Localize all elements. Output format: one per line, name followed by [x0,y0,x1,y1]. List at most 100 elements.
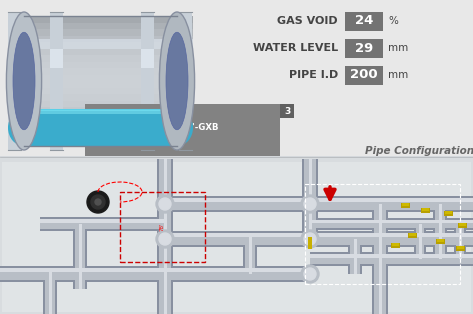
FancyBboxPatch shape [8,74,193,81]
Circle shape [304,198,316,210]
Circle shape [301,265,319,283]
Text: System : ECCS: System : ECCS [90,110,160,118]
FancyBboxPatch shape [8,12,21,150]
Ellipse shape [161,21,193,141]
FancyBboxPatch shape [456,224,464,259]
Ellipse shape [8,21,40,141]
FancyBboxPatch shape [391,243,400,248]
Text: 3: 3 [284,106,290,116]
FancyBboxPatch shape [8,48,21,68]
FancyBboxPatch shape [8,39,193,48]
Circle shape [304,268,316,280]
FancyBboxPatch shape [310,252,473,266]
FancyBboxPatch shape [310,220,473,228]
FancyBboxPatch shape [305,159,315,239]
Text: WATER LEVEL: WATER LEVEL [253,43,338,53]
Circle shape [156,230,174,248]
Text: 200: 200 [350,68,378,82]
FancyBboxPatch shape [439,204,442,259]
FancyBboxPatch shape [421,208,430,213]
FancyBboxPatch shape [8,35,193,42]
FancyBboxPatch shape [165,198,473,210]
FancyBboxPatch shape [8,61,193,68]
FancyBboxPatch shape [179,12,192,150]
FancyBboxPatch shape [310,218,473,230]
FancyBboxPatch shape [73,224,87,289]
Circle shape [304,233,316,245]
FancyBboxPatch shape [8,29,193,35]
Ellipse shape [161,110,193,146]
FancyBboxPatch shape [309,159,312,239]
FancyBboxPatch shape [85,104,280,156]
FancyBboxPatch shape [458,223,467,228]
FancyBboxPatch shape [8,15,193,23]
Text: 78': 78' [160,223,165,231]
FancyBboxPatch shape [0,156,473,314]
FancyBboxPatch shape [8,80,193,88]
FancyBboxPatch shape [50,12,63,150]
FancyBboxPatch shape [459,224,462,259]
Circle shape [301,230,319,248]
FancyBboxPatch shape [409,233,416,236]
FancyBboxPatch shape [401,203,410,208]
FancyBboxPatch shape [0,266,310,282]
FancyBboxPatch shape [402,203,409,206]
FancyBboxPatch shape [40,219,165,223]
FancyBboxPatch shape [165,233,473,245]
FancyBboxPatch shape [165,198,473,203]
FancyBboxPatch shape [159,159,171,314]
FancyBboxPatch shape [8,106,193,113]
FancyBboxPatch shape [392,243,399,246]
FancyBboxPatch shape [8,113,193,120]
FancyBboxPatch shape [8,41,193,48]
FancyBboxPatch shape [157,159,173,314]
FancyBboxPatch shape [165,231,473,247]
FancyBboxPatch shape [354,239,357,274]
FancyBboxPatch shape [243,234,257,274]
FancyBboxPatch shape [459,223,466,226]
FancyBboxPatch shape [457,246,464,249]
FancyBboxPatch shape [8,126,193,133]
FancyBboxPatch shape [0,0,473,159]
FancyBboxPatch shape [0,158,473,314]
FancyBboxPatch shape [24,110,177,114]
FancyBboxPatch shape [249,234,252,274]
FancyBboxPatch shape [375,204,385,314]
Text: %: % [388,16,398,26]
FancyBboxPatch shape [8,48,193,55]
FancyBboxPatch shape [435,204,445,259]
Circle shape [156,195,174,213]
FancyBboxPatch shape [416,224,424,259]
FancyBboxPatch shape [8,22,193,29]
Ellipse shape [166,32,188,130]
FancyBboxPatch shape [179,48,192,68]
Circle shape [159,198,171,210]
FancyBboxPatch shape [165,233,473,237]
FancyBboxPatch shape [456,246,465,251]
FancyBboxPatch shape [379,204,382,314]
FancyBboxPatch shape [310,254,473,257]
FancyBboxPatch shape [310,254,473,264]
FancyBboxPatch shape [372,204,388,314]
FancyBboxPatch shape [419,224,421,259]
FancyBboxPatch shape [165,196,473,212]
FancyBboxPatch shape [8,87,193,94]
FancyBboxPatch shape [308,237,312,249]
FancyBboxPatch shape [141,48,154,68]
FancyBboxPatch shape [0,268,310,279]
FancyBboxPatch shape [310,220,473,223]
FancyBboxPatch shape [444,211,453,216]
FancyBboxPatch shape [40,219,165,229]
FancyBboxPatch shape [8,120,193,127]
FancyBboxPatch shape [50,48,63,68]
Text: mm: mm [388,43,408,53]
FancyBboxPatch shape [408,233,417,238]
FancyBboxPatch shape [8,94,193,100]
Text: 29: 29 [355,41,373,55]
FancyBboxPatch shape [422,208,429,211]
Text: GAS VOID: GAS VOID [277,16,338,26]
Text: Pipe Configuration: Pipe Configuration [366,146,473,156]
FancyBboxPatch shape [75,224,85,289]
Ellipse shape [7,12,42,150]
Ellipse shape [8,110,40,146]
